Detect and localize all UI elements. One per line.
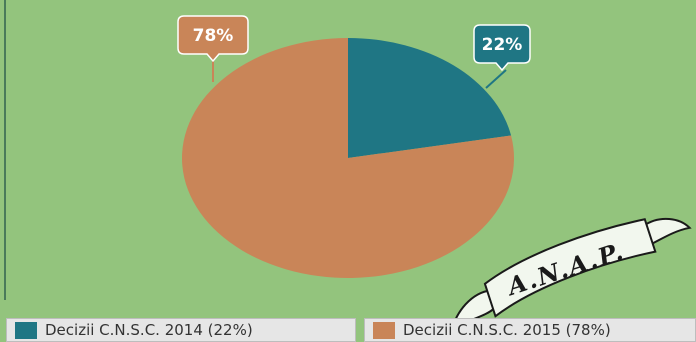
legend-item-2014: Decizii C.N.S.C. 2014 (22%) bbox=[6, 318, 356, 342]
pie-slice-2014 bbox=[348, 38, 512, 158]
legend-swatch-2015 bbox=[373, 321, 395, 339]
legend-label-2015: Decizii C.N.S.C. 2015 (78%) bbox=[403, 321, 611, 339]
pie-slice-2015 bbox=[181, 38, 514, 279]
data-label-2014: 22% bbox=[482, 35, 523, 55]
callout-box-2015 bbox=[177, 15, 249, 63]
pie-callouts: 22% 78% bbox=[177, 15, 531, 89]
banner-ribbon bbox=[483, 218, 657, 318]
legend-item-2015: Decizii C.N.S.C. 2015 (78%) bbox=[364, 318, 696, 342]
callout-leader-2014 bbox=[485, 69, 507, 89]
legend-swatch-2014 bbox=[15, 321, 37, 339]
pie-chart bbox=[181, 38, 514, 279]
legend-label-2014: Decizii C.N.S.C. 2014 (22%) bbox=[45, 321, 253, 339]
data-label-2015: 78% bbox=[193, 26, 234, 46]
callout-box-2014 bbox=[473, 24, 531, 72]
banner-right-curl bbox=[641, 217, 692, 247]
